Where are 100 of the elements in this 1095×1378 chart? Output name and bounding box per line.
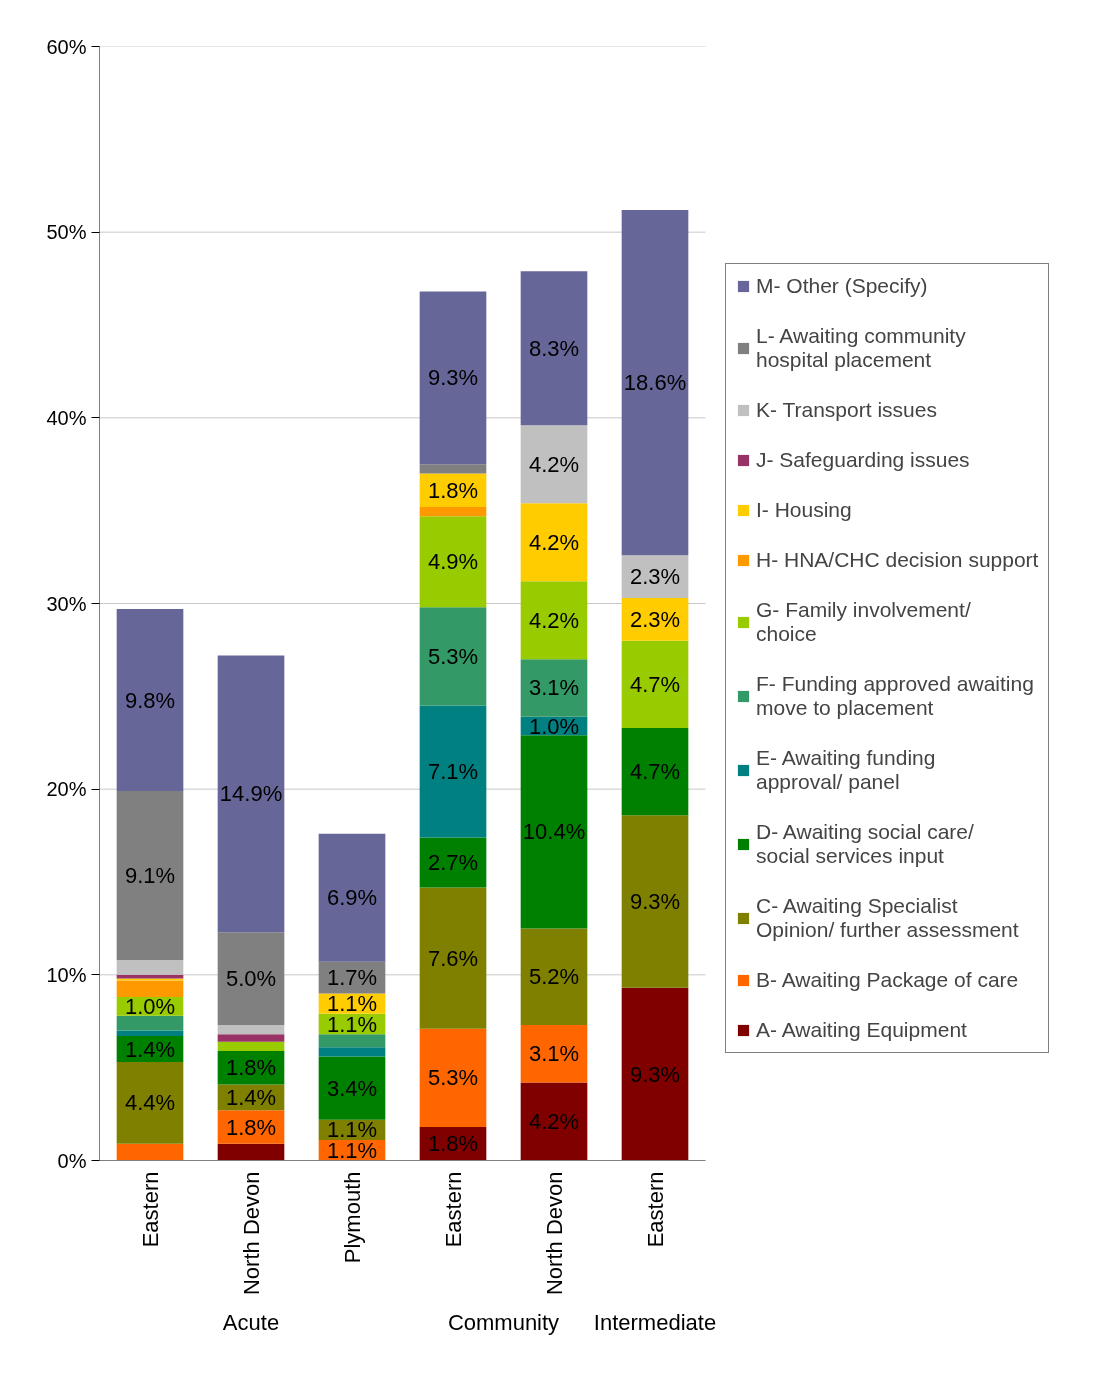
y-tick-label: 30% [46,592,87,615]
x-tick-label: North Devon [541,1171,567,1295]
data-label: 2.3% [629,606,681,632]
bar [520,928,588,1025]
legend-label: G- Family involvement/ choice [756,598,971,646]
legend-label: C- Awaiting Specialist Opinion/ further assessment [756,894,1019,942]
data-label: 3.1% [528,1041,580,1067]
bar [621,209,689,556]
bar [116,1015,184,1031]
bar [621,987,689,1161]
data-label: 1.0% [528,713,580,739]
data-label: 4.9% [427,549,479,575]
bar [318,1034,386,1048]
legend-label: L- Awaiting community hospital placement [756,324,966,372]
data-label: 5.2% [528,964,580,990]
bar [217,1024,285,1035]
legend-label: F- Funding approved awaiting move to placement [756,672,1034,720]
data-label: 4.2% [528,1109,580,1135]
y-tick-label: 10% [46,963,87,986]
bar [621,727,689,816]
data-label: 4.2% [528,451,580,477]
data-label: 2.7% [427,850,479,876]
y-tick-label: 60% [46,35,87,58]
bar [419,887,487,1029]
data-label: 1.4% [124,1036,176,1062]
data-label: 4.2% [528,529,580,555]
data-label: 5.0% [225,966,277,992]
data-label: 4.2% [528,607,580,633]
y-tick-label: 50% [46,221,87,244]
bar [419,506,487,517]
bar [116,609,184,792]
data-label: 18.6% [623,370,687,396]
data-label: 2.3% [629,564,681,590]
data-label: 4.7% [629,759,681,785]
data-label: 1.7% [326,965,378,991]
bar [520,425,588,504]
bar [520,581,588,660]
text: Community [447,1309,560,1335]
data-label: 4.7% [629,671,681,697]
data-label: 9.3% [427,365,479,391]
bar [419,291,487,465]
text: Acute [222,1309,280,1335]
data-label: 9.3% [629,888,681,914]
data-label: 1.8% [427,477,479,503]
bar [116,974,184,979]
data-label: 5.3% [427,1065,479,1091]
bar [419,705,487,838]
data-label: 9.3% [629,1061,681,1087]
x-tick-label: Eastern [137,1171,163,1248]
x-tick-label: Eastern [642,1171,668,1248]
x-tick-label: North Devon [238,1171,264,1295]
data-label: 3.4% [326,1075,378,1101]
data-label: 14.9% [219,781,283,807]
legend-label: A- Awaiting Equipment [756,1018,967,1042]
data-label: 6.9% [326,885,378,911]
legend-label: H- HNA/CHC decision support [756,548,1039,572]
bar [116,791,184,960]
y-tick-label: 40% [46,406,87,429]
bar [520,1082,588,1161]
bar [621,640,689,728]
data-label: 3.1% [528,675,580,701]
bar [621,815,689,988]
bar [116,1062,184,1144]
data-label: 1.4% [225,1084,277,1110]
bar [116,980,184,998]
bar [419,464,487,474]
bar [520,271,588,426]
data-label: 10.4% [522,819,586,845]
data-label: 7.6% [427,945,479,971]
data-label: 1.8% [225,1055,277,1081]
legend-label: B- Awaiting Package of care [756,968,1019,992]
x-tick-label: Plymouth [339,1171,365,1264]
data-label: 1.0% [124,993,176,1019]
data-label: 5.3% [427,643,479,669]
bar [419,1028,487,1128]
y-tick-label: 0% [57,1149,87,1172]
data-label: 9.8% [124,687,176,713]
legend-label: D- Awaiting social care/ social services input [756,820,974,868]
bar [419,607,487,706]
data-label: 7.1% [427,759,479,785]
bar [217,932,285,1025]
data-label: 1.8% [225,1114,277,1140]
bar [318,1056,386,1120]
bar [520,1024,588,1083]
bar [116,1143,184,1161]
bar [520,503,588,582]
legend-label: M- Other (Specify) [756,274,928,298]
legend-label: J- Safeguarding issues [756,448,970,472]
data-label: 1.8% [427,1131,479,1157]
bar [419,516,487,608]
bar [217,655,285,933]
y-tick-label: 20% [46,778,87,801]
data-label: 8.3% [528,335,580,361]
text: Intermediate [593,1309,717,1335]
bar [419,837,487,888]
bar [520,735,588,929]
legend-label: I- Housing [756,498,852,522]
bar [520,659,588,717]
bar [217,1041,285,1051]
legend-label: E- Awaiting funding approval/ panel [756,746,936,794]
